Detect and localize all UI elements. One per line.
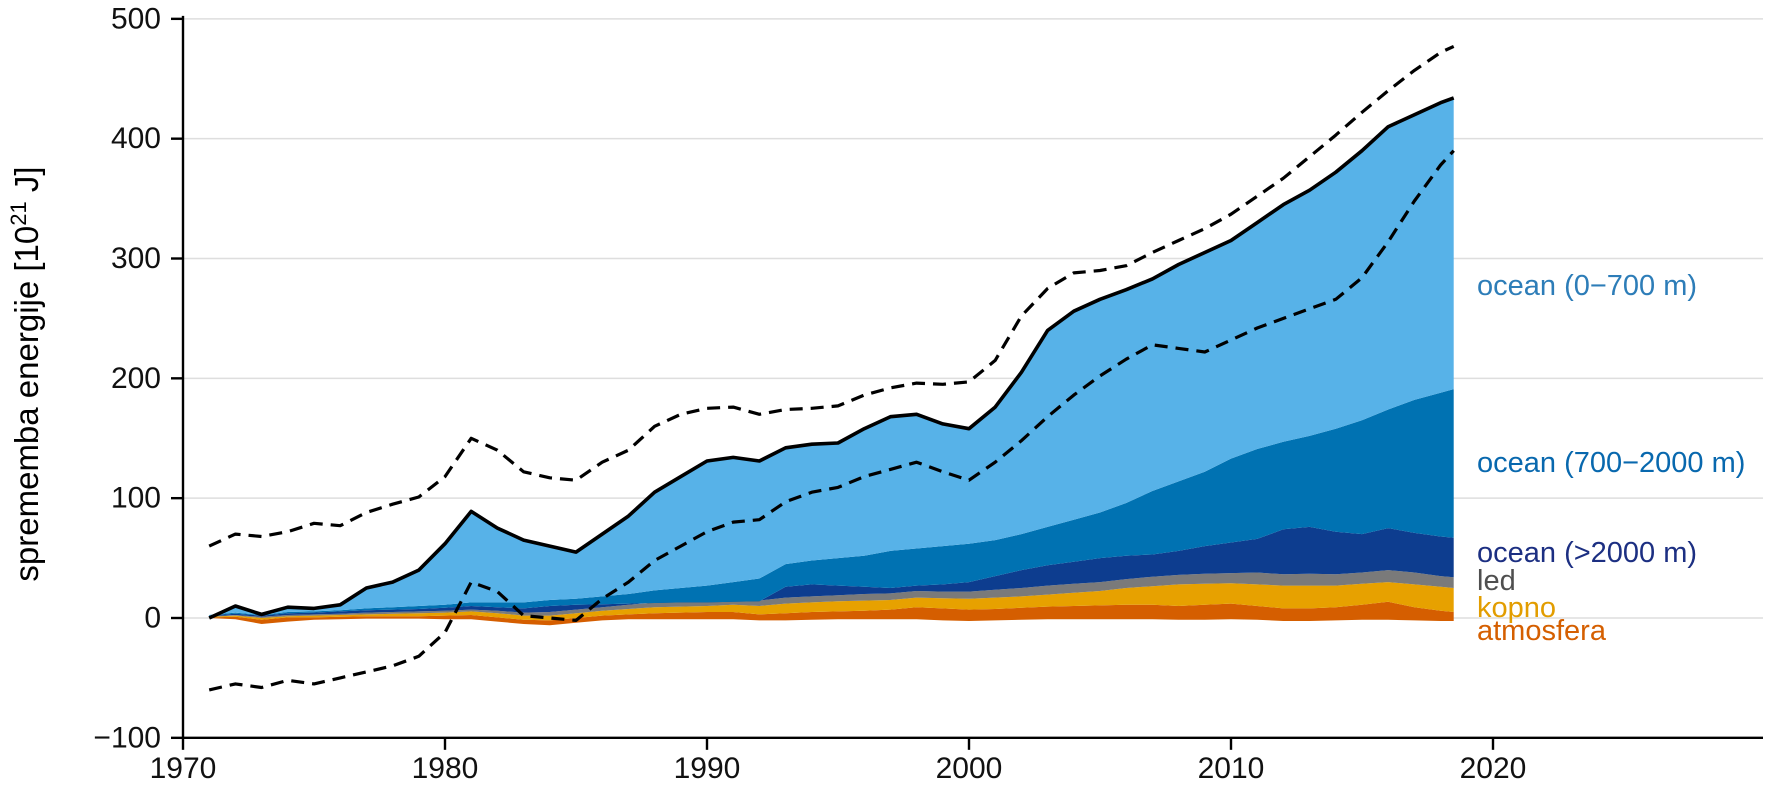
area-ocean->2000m <box>209 526 1454 617</box>
y-tick-label-500: 500 <box>111 2 161 35</box>
legend-label-5: kopno <box>1477 592 1556 624</box>
x-tick-label-1970: 1970 <box>150 752 217 785</box>
axes: −100 0 100 200 300 400 500 1970 1980 1990 2000 2010… <box>93 2 1763 785</box>
legend-label-2: ocean (700−2000 m) <box>1477 447 1745 479</box>
legend-label-4: led <box>1477 565 1516 597</box>
y-tick-label-0: 0 <box>144 602 161 635</box>
legend-label-1: ocean (0−700 m) <box>1477 270 1697 302</box>
x-tick-label-2020: 2020 <box>1460 752 1527 785</box>
y-tick-label-100: 100 <box>111 482 161 515</box>
area-ocean-700-2000m <box>209 389 1454 616</box>
x-tick-label-1990: 1990 <box>674 752 741 785</box>
x-tick-label-2000: 2000 <box>936 752 1003 785</box>
x-tick-label-2010: 2010 <box>1198 752 1265 785</box>
lower-uncertainty-line <box>208 149 1455 692</box>
y-tick-label-200: 200 <box>111 362 161 395</box>
y-tick-label-400: 400 <box>111 122 161 155</box>
gridlines <box>183 18 1763 619</box>
area-led <box>209 570 1454 618</box>
legend: ocean (0−700 m) ocean (700−2000 m) ocean (… <box>1477 270 1745 647</box>
area-ocean-0-700m <box>209 97 1454 618</box>
area-kopno <box>209 582 1454 621</box>
x-tick-label-1980: 1980 <box>412 752 479 785</box>
legend-label-6: atmosfera <box>1477 615 1607 647</box>
y-tick-label-300: 300 <box>111 242 161 275</box>
y-tick-label--100: −100 <box>93 721 161 754</box>
y-axis-title: sprememba energije [1021 J] <box>6 166 45 581</box>
stacked-areas <box>209 97 1454 626</box>
upper-uncertainty-line <box>208 44 1455 548</box>
area-atmosfera <box>209 601 1454 626</box>
total-line <box>208 96 1455 620</box>
legend-label-3: ocean (>2000 m) <box>1477 537 1697 569</box>
